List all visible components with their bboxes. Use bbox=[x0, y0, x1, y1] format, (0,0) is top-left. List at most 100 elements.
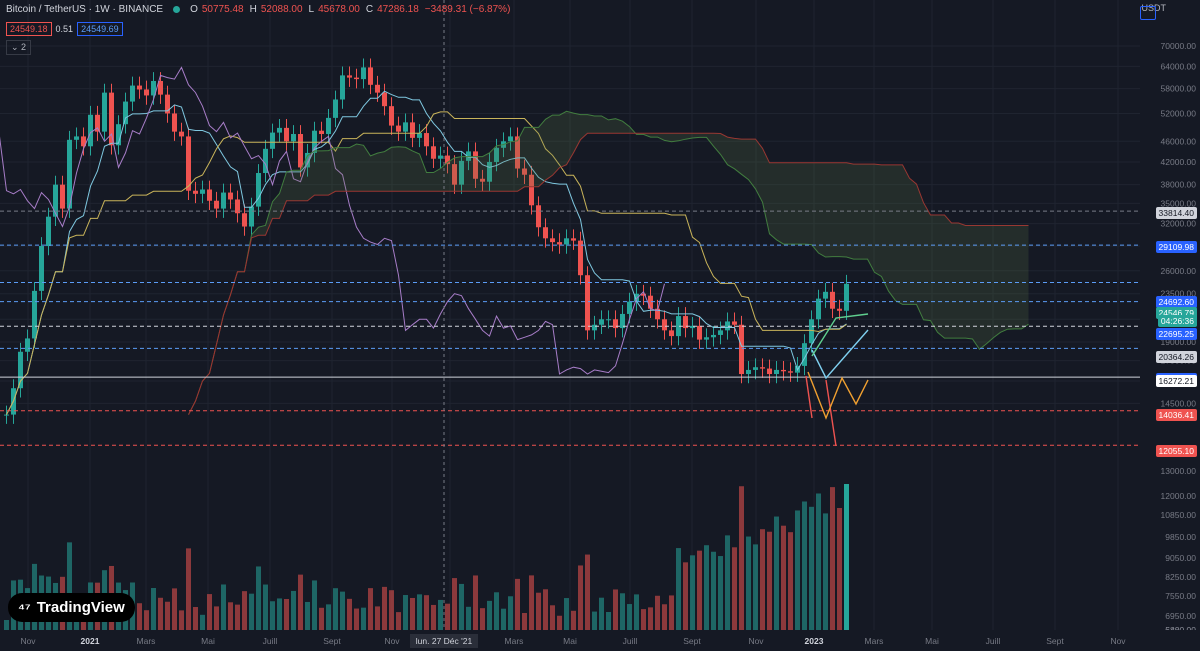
candle-body bbox=[753, 367, 758, 370]
candle-body bbox=[844, 283, 849, 311]
candle-body bbox=[774, 369, 779, 375]
volume-bar bbox=[431, 604, 436, 630]
candle-body bbox=[802, 343, 807, 366]
price-tick-label: 9850.00 bbox=[1165, 532, 1196, 542]
volume-bar bbox=[669, 595, 674, 630]
time-tick-label: Juill bbox=[623, 636, 638, 646]
candle-body bbox=[242, 213, 247, 227]
price-label: 29109.98 bbox=[1155, 241, 1197, 253]
volume-bar bbox=[830, 487, 835, 630]
candle-body bbox=[543, 227, 548, 239]
time-tick-label: Nov bbox=[748, 636, 764, 646]
candle-body bbox=[739, 324, 744, 375]
volume-bar bbox=[837, 507, 842, 630]
time-tick-label: Nov bbox=[384, 636, 400, 646]
symbol-name[interactable]: Bitcoin / TetherUS · 1W · BINANCE bbox=[6, 4, 164, 15]
candle-body bbox=[60, 184, 65, 209]
price-tick-label: 7550.00 bbox=[1165, 591, 1196, 601]
volume-bar bbox=[375, 606, 380, 630]
candle-body bbox=[158, 80, 163, 95]
price-label: 04:26:36 bbox=[1157, 315, 1197, 327]
candle-body bbox=[277, 127, 282, 133]
candle-body bbox=[298, 134, 303, 168]
candles bbox=[4, 58, 849, 424]
candle-body bbox=[634, 293, 639, 302]
bid-button[interactable]: 24549.18 bbox=[6, 22, 52, 36]
candle-body bbox=[116, 124, 121, 146]
candle-body bbox=[704, 337, 709, 340]
volume-bar bbox=[242, 591, 247, 630]
time-tick-label: Mars bbox=[137, 636, 156, 646]
volume-bar bbox=[823, 513, 828, 630]
candle-body bbox=[508, 136, 513, 142]
volume-bar bbox=[816, 493, 821, 630]
candle-body bbox=[823, 291, 828, 299]
time-tick-label: Nov bbox=[20, 636, 36, 646]
candle-body bbox=[67, 139, 72, 209]
candle-body bbox=[4, 414, 9, 416]
volume-bar bbox=[445, 603, 450, 630]
volume-bar bbox=[697, 550, 702, 630]
candle-body bbox=[46, 216, 51, 247]
volume-bar bbox=[396, 612, 401, 630]
volume-bar bbox=[277, 598, 282, 630]
candle-body bbox=[410, 122, 415, 138]
spread-value: 0.51 bbox=[55, 24, 74, 34]
volume-bar bbox=[613, 589, 618, 630]
close-label: C bbox=[365, 4, 374, 15]
settings-icon[interactable] bbox=[1140, 6, 1156, 20]
price-tick-label: 70000.00 bbox=[1161, 41, 1197, 51]
candle-body bbox=[270, 132, 275, 149]
volume-bar bbox=[249, 593, 254, 630]
time-tick-label: 2021 bbox=[81, 636, 100, 646]
candle-body bbox=[781, 369, 786, 372]
volume-bar bbox=[151, 587, 156, 630]
candle-body bbox=[200, 189, 205, 194]
volume-bar bbox=[417, 594, 422, 630]
volume-bar bbox=[4, 620, 9, 630]
volume-bar bbox=[284, 599, 289, 630]
candle-body bbox=[522, 168, 527, 175]
candle-body bbox=[767, 368, 772, 375]
candle-body bbox=[459, 160, 464, 185]
currency-label[interactable]: USDT bbox=[1141, 3, 1167, 13]
candle-body bbox=[221, 192, 226, 209]
candle-body bbox=[228, 192, 233, 200]
volume-bar bbox=[704, 545, 709, 630]
candle-body bbox=[445, 155, 450, 165]
candle-body bbox=[340, 75, 345, 100]
crosshair-date-label: lun. 27 Déc '21 bbox=[416, 636, 473, 646]
candle-body bbox=[669, 330, 674, 337]
volume-bar bbox=[802, 501, 807, 630]
candle-body bbox=[564, 238, 569, 245]
candle-body bbox=[641, 293, 646, 296]
low-label: L bbox=[308, 4, 315, 15]
bounce-arrow bbox=[811, 329, 869, 380]
price-label: 22695.25 bbox=[1155, 328, 1197, 340]
candle-body bbox=[354, 77, 359, 80]
volume-bar bbox=[536, 592, 541, 630]
volume-bar bbox=[137, 603, 142, 630]
volume-bar-current bbox=[844, 484, 849, 630]
candle-body bbox=[837, 308, 842, 311]
change-value: −3489.31 (−6.87%) bbox=[424, 4, 511, 15]
tradingview-logo[interactable]: ⁴⁷ TradingView bbox=[8, 593, 135, 622]
candle-body bbox=[655, 308, 660, 320]
candle-body bbox=[109, 92, 114, 146]
candle-body bbox=[494, 147, 499, 162]
volume-bar bbox=[74, 614, 79, 630]
candle-body bbox=[480, 178, 485, 182]
volume-bar bbox=[774, 516, 779, 630]
price-tick-label: 12000.00 bbox=[1161, 491, 1197, 501]
indicators-toggle[interactable]: ⌄ 2 bbox=[6, 40, 32, 55]
candle-body bbox=[697, 325, 702, 340]
volume-bar bbox=[543, 589, 548, 630]
candle-body bbox=[732, 321, 737, 325]
volume-bar bbox=[172, 588, 177, 630]
candle-body bbox=[130, 85, 135, 102]
price-tick-label: 52000.00 bbox=[1161, 108, 1197, 118]
ask-button[interactable]: 24549.69 bbox=[77, 22, 123, 36]
candle-body bbox=[592, 324, 597, 331]
volume-bar bbox=[515, 578, 520, 630]
